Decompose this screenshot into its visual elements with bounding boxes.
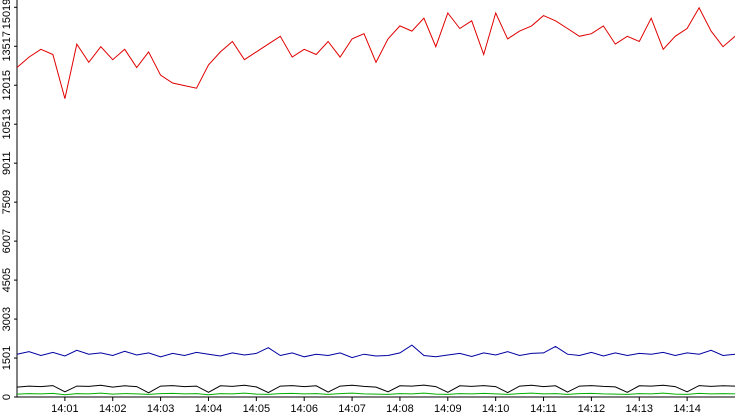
series-line (16, 384, 735, 394)
y-tick-label: 13517 (1, 31, 13, 62)
y-tick-label: 6007 (1, 229, 13, 253)
y-tick-label: 15019 (1, 0, 13, 29)
x-tick-label: 14:01 (51, 403, 79, 415)
x-tick-label: 14:09 (434, 403, 462, 415)
x-tick-label: 14:06 (290, 403, 318, 415)
series-line (16, 6, 735, 99)
x-tick-label: 14:02 (99, 403, 127, 415)
x-tick-label: 14:10 (482, 403, 510, 415)
series-line (16, 392, 735, 396)
x-tick-label: 14:13 (626, 403, 654, 415)
y-tick-label: 3003 (1, 307, 13, 331)
x-tick-label: 14:04 (195, 403, 223, 415)
y-tick-label: 4505 (1, 268, 13, 292)
y-tick-label: 12015 (1, 70, 13, 101)
y-tick-label: 7509 (1, 190, 13, 214)
x-tick-label: 14:12 (578, 403, 606, 415)
y-tick-label: 10513 (1, 109, 13, 140)
y-tick-label: 1501 (1, 346, 13, 370)
y-tick-label: 0 (1, 394, 13, 400)
x-tick-label: 14:03 (147, 403, 175, 415)
x-tick-label: 14:08 (386, 403, 414, 415)
series-line (16, 344, 735, 359)
x-tick-label: 14:14 (673, 403, 701, 415)
x-tick-label: 14:07 (338, 403, 366, 415)
x-tick-label: 14:05 (243, 403, 271, 415)
y-tick-label: 9011 (1, 151, 13, 175)
x-tick-label: 14:11 (530, 403, 557, 415)
